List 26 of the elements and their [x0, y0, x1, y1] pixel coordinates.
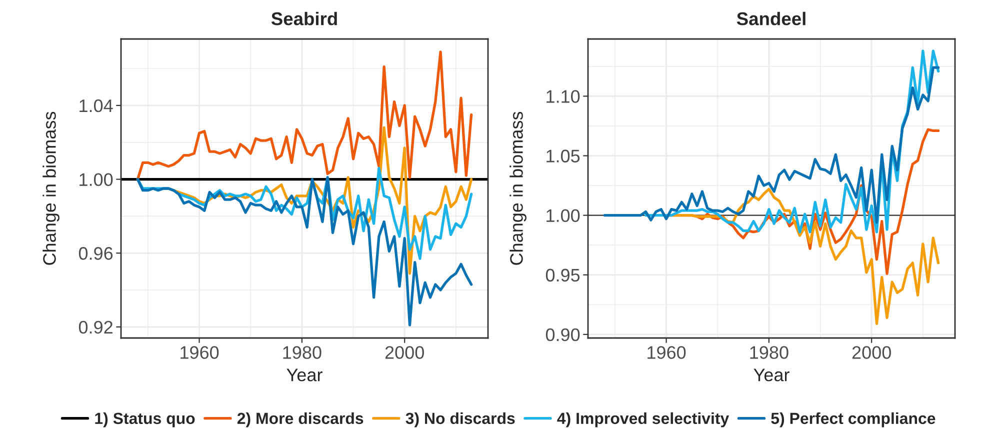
y-tick-label: 0.92: [78, 320, 112, 334]
x-axis-title: Year: [754, 368, 790, 382]
y-axis-title: Change in biomass: [42, 112, 60, 265]
legend-label: 3) No discards: [406, 412, 515, 428]
x-axis-title: Year: [286, 368, 322, 382]
y-tick-label: 0.95: [546, 268, 580, 282]
y-tick-label: 1.05: [546, 150, 580, 162]
y-tick-label: 1.04: [80, 99, 113, 112]
y-axis-title: Change in biomass: [510, 112, 526, 265]
chart-title: Sandeel: [736, 12, 806, 26]
x-tick-label: 2000: [385, 346, 424, 359]
chart-title: Seabird: [271, 12, 337, 26]
legend-label: 4) Improved selectivity: [557, 412, 730, 428]
x-tick-label: 1980: [750, 346, 788, 359]
y-tick-label: 0.96: [78, 247, 113, 260]
y-tick-label: 1.00: [546, 209, 580, 222]
legend-label: 5) Perfect compliance: [771, 412, 936, 428]
x-tick-label: 1980: [283, 346, 322, 359]
x-tick-label: 2000: [852, 346, 891, 359]
x-tick-label: 1960: [648, 346, 686, 359]
y-tick-label: 0.90: [546, 328, 580, 342]
legend-label: 1) Status quo: [95, 412, 195, 428]
x-tick-label: 1960: [180, 346, 219, 359]
y-tick-label: 1.00: [80, 173, 113, 186]
y-tick-label: 1.10: [546, 90, 580, 103]
legend-label: 2) More discards: [237, 412, 364, 428]
